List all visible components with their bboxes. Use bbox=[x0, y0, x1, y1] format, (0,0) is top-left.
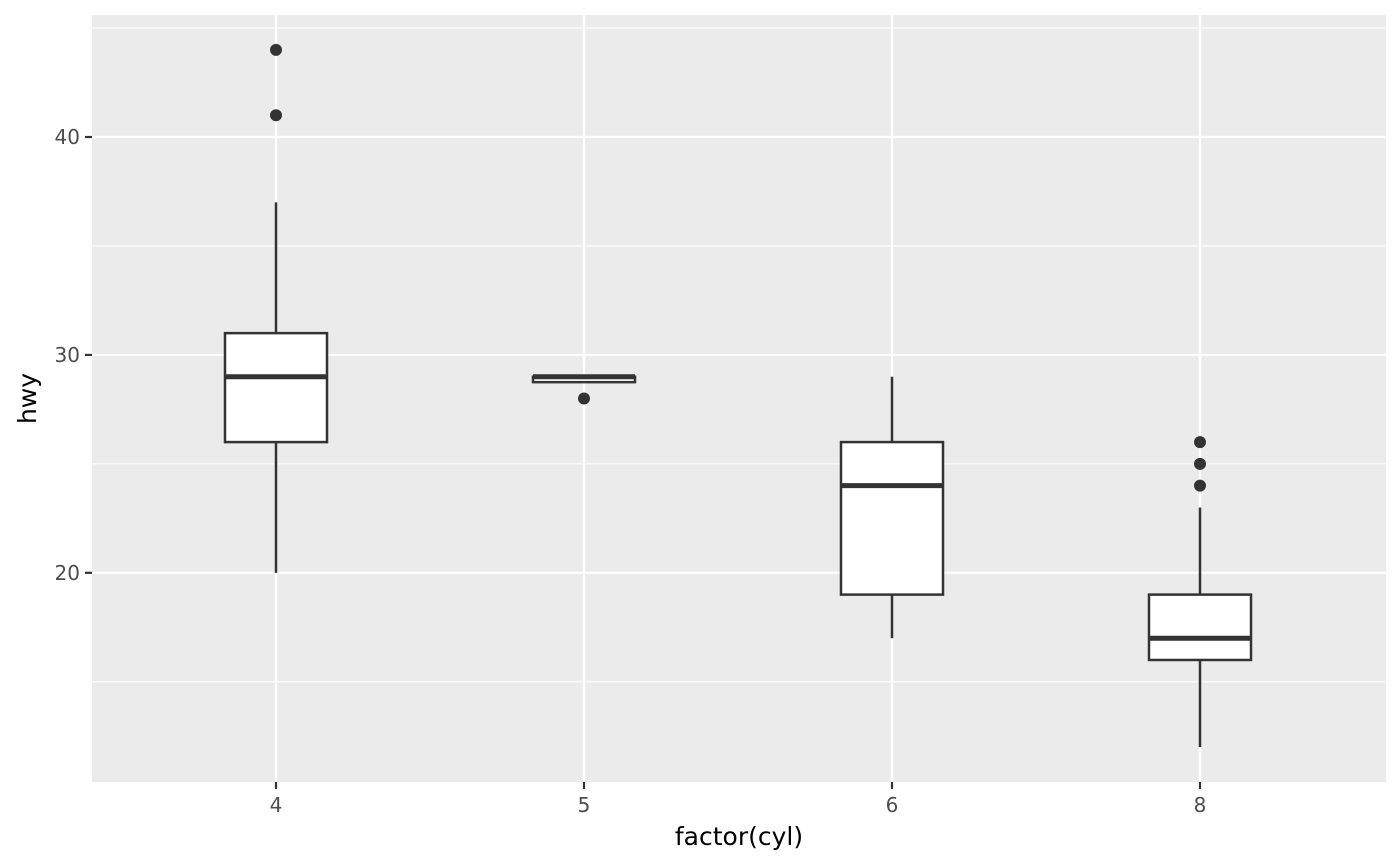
outlier-point bbox=[270, 43, 282, 56]
outlier-point bbox=[270, 109, 282, 122]
outlier-point bbox=[578, 392, 590, 405]
outlier-point bbox=[1194, 479, 1206, 492]
y-tick-label: 20 bbox=[55, 561, 80, 585]
x-axis: 4 5 6 8 bbox=[270, 782, 1207, 817]
outlier-point bbox=[1194, 436, 1206, 449]
box-group-4 bbox=[223, 43, 329, 573]
y-tick-label: 30 bbox=[55, 343, 80, 367]
y-axis: 20 30 40 bbox=[55, 125, 92, 585]
box-group-5 bbox=[531, 374, 637, 405]
x-tick-label: 5 bbox=[578, 793, 591, 817]
box-iqr bbox=[839, 440, 945, 596]
outlier-point bbox=[1194, 457, 1206, 470]
boxes-layer bbox=[223, 43, 1253, 748]
y-axis-title: hwy bbox=[13, 373, 42, 424]
x-tick-label: 6 bbox=[886, 793, 899, 817]
y-tick-label: 40 bbox=[55, 125, 80, 149]
x-tick-label: 4 bbox=[270, 793, 283, 817]
x-axis-title: factor(cyl) bbox=[675, 822, 803, 851]
box-group-8 bbox=[1147, 436, 1253, 748]
box-iqr bbox=[1147, 593, 1253, 662]
box-group-6 bbox=[839, 376, 945, 639]
x-tick-label: 8 bbox=[1194, 793, 1207, 817]
grid-minor-lines bbox=[92, 27, 1386, 683]
box-iqr bbox=[223, 331, 329, 444]
